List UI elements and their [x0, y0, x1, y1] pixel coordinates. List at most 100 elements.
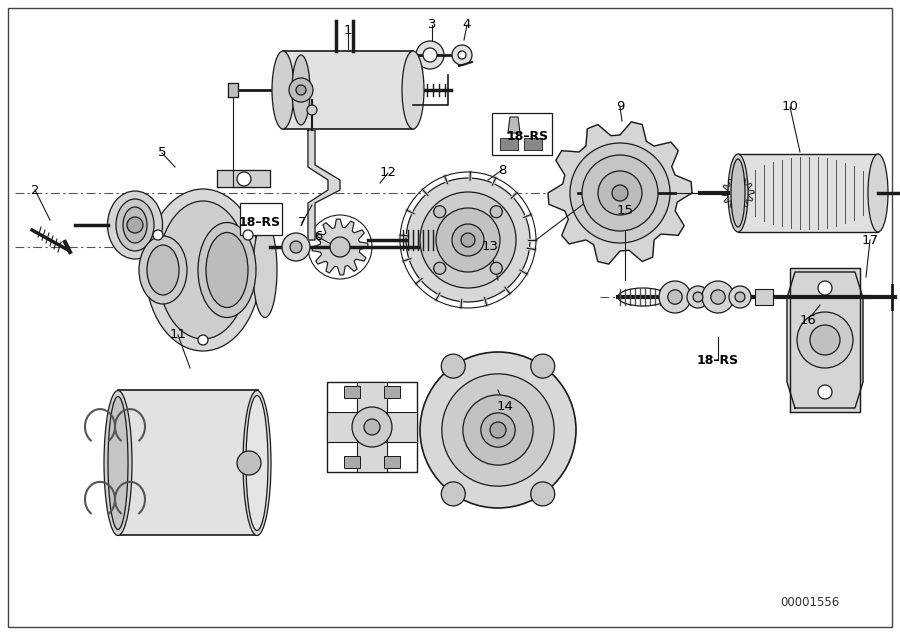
Circle shape [442, 374, 554, 486]
Circle shape [441, 354, 465, 378]
Text: 18–RS: 18–RS [238, 217, 281, 229]
Circle shape [711, 290, 725, 304]
Text: 11: 11 [169, 328, 186, 342]
Bar [357, 442, 387, 472]
Ellipse shape [123, 207, 147, 243]
Ellipse shape [116, 199, 154, 251]
Circle shape [729, 286, 751, 308]
Bar [492, 113, 552, 155]
Circle shape [434, 262, 446, 274]
Text: 00001556: 00001556 [780, 596, 840, 610]
Bar [118, 390, 258, 535]
Bar [327, 412, 357, 442]
Text: 18–RS: 18–RS [697, 354, 739, 366]
Ellipse shape [272, 51, 294, 129]
Circle shape [598, 171, 642, 215]
Circle shape [702, 281, 734, 313]
Circle shape [693, 292, 703, 302]
Text: 5: 5 [158, 147, 166, 159]
Text: 2: 2 [31, 184, 40, 196]
Bar [738, 154, 878, 232]
Bar [283, 51, 413, 129]
Circle shape [668, 290, 682, 304]
Bar [327, 382, 417, 472]
Circle shape [127, 217, 143, 233]
Text: 9: 9 [616, 100, 625, 114]
Circle shape [491, 262, 502, 274]
Ellipse shape [206, 232, 248, 307]
Circle shape [406, 178, 530, 302]
Circle shape [810, 325, 840, 355]
Bar [500, 138, 518, 150]
Ellipse shape [402, 51, 424, 129]
Text: 18–RS: 18–RS [507, 131, 549, 144]
Circle shape [735, 292, 745, 302]
Text: 1: 1 [344, 23, 352, 36]
Circle shape [481, 413, 515, 447]
Circle shape [282, 233, 310, 261]
Text: 4: 4 [463, 18, 472, 32]
Ellipse shape [198, 222, 256, 318]
Bar [384, 386, 400, 398]
Circle shape [423, 48, 437, 62]
Circle shape [452, 45, 472, 65]
Ellipse shape [246, 396, 268, 530]
Polygon shape [308, 130, 340, 240]
Ellipse shape [158, 201, 248, 339]
Circle shape [237, 451, 261, 475]
Ellipse shape [292, 55, 310, 125]
Circle shape [458, 51, 466, 59]
Circle shape [490, 422, 506, 438]
Circle shape [687, 286, 709, 308]
Text: 3: 3 [428, 18, 436, 32]
Ellipse shape [104, 391, 132, 535]
Ellipse shape [108, 396, 128, 530]
Bar [387, 412, 417, 442]
Ellipse shape [731, 159, 745, 227]
Circle shape [330, 237, 350, 257]
Circle shape [420, 352, 576, 508]
Ellipse shape [243, 391, 271, 535]
Text: 7: 7 [298, 217, 306, 229]
Text: 8: 8 [498, 163, 506, 177]
Bar [344, 386, 360, 398]
Circle shape [612, 185, 628, 201]
Bar [384, 456, 400, 468]
Circle shape [290, 241, 302, 253]
Polygon shape [722, 177, 754, 209]
Text: 13: 13 [482, 241, 499, 253]
Ellipse shape [146, 189, 260, 351]
Circle shape [352, 407, 392, 447]
Circle shape [307, 105, 317, 115]
Ellipse shape [728, 154, 748, 232]
Text: 14: 14 [497, 401, 513, 413]
Circle shape [461, 233, 475, 247]
Circle shape [243, 230, 253, 240]
Circle shape [364, 419, 380, 435]
Ellipse shape [107, 191, 163, 259]
Text: 16: 16 [799, 314, 816, 326]
Text: 10: 10 [781, 100, 798, 114]
Circle shape [582, 155, 658, 231]
Circle shape [797, 312, 853, 368]
Circle shape [531, 354, 554, 378]
Circle shape [659, 281, 691, 313]
Circle shape [452, 224, 484, 256]
Bar [240, 203, 282, 235]
Circle shape [818, 385, 832, 399]
Circle shape [237, 172, 251, 186]
Circle shape [416, 41, 444, 69]
Ellipse shape [253, 222, 277, 318]
Circle shape [491, 206, 502, 218]
Circle shape [818, 281, 832, 295]
Ellipse shape [139, 236, 187, 304]
Circle shape [441, 482, 465, 506]
Polygon shape [228, 83, 238, 97]
Circle shape [531, 482, 554, 506]
Polygon shape [312, 219, 368, 275]
Bar [755, 289, 773, 305]
Circle shape [289, 78, 313, 102]
Circle shape [420, 192, 516, 288]
Circle shape [198, 335, 208, 345]
Polygon shape [508, 117, 520, 133]
